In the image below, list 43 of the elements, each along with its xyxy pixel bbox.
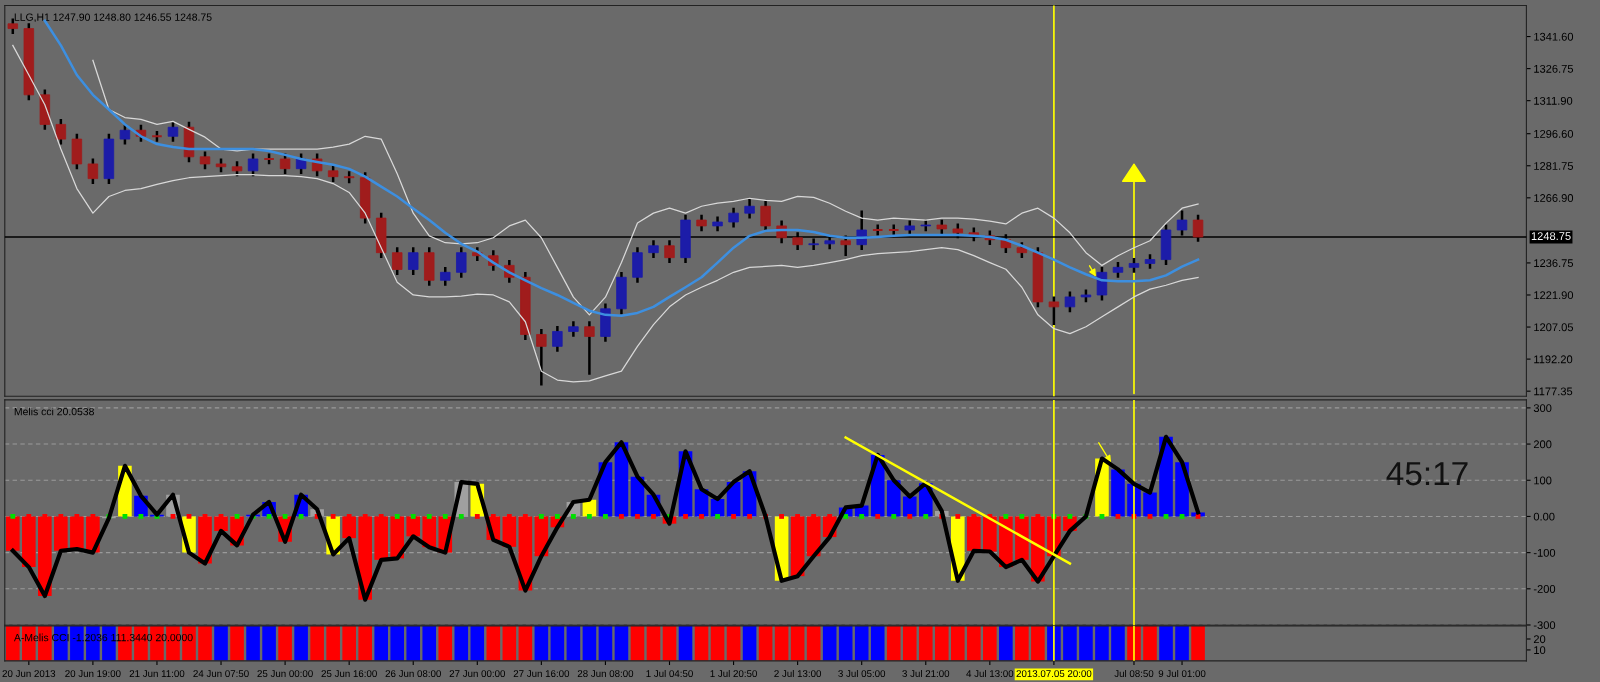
y-tick-label: -200 [1533,585,1556,593]
y-tick-label: 1177.35 [1534,387,1573,396]
y-tick-label: 200 [1533,440,1552,449]
annotation: 45:17 [1386,462,1468,486]
y-tick-label: 300 [1533,404,1552,413]
x-tick-label: 20 Jun 2013 [2,670,56,678]
x-tick-label: 27 Jun 16:00 [513,670,570,678]
y-tick-label: 1236.75 [1534,259,1574,268]
x-tick-label: 20 Jun 19:00 [65,670,121,678]
x-tick-label: 24 Jun 07:50 [193,670,249,678]
x-tick-label: 4 Jul 13:00 [966,669,1014,678]
x-tick-label: 3 Jul 21:00 [902,669,950,678]
text: Melis cci 20.0538 [14,407,94,416]
x-tick-label: 2013.07.05 20:00 [1016,670,1092,678]
x-tick-label: 2 Jul 13:00 [774,669,822,678]
x-tick-label: 1 Jul 20:50 [710,669,757,678]
y-tick-label: 1311.90 [1534,96,1573,105]
y-tick-label: 1296.60 [1534,129,1574,138]
x-tick-label: 25 Jun 00:00 [257,670,313,678]
y-tick-label: 1192.20 [1534,355,1573,364]
x-tick-label: 26 Jun 08:00 [385,670,441,678]
ref-line-label: 1248.75 [1531,232,1571,240]
x-tick-label: 21 Jun 11:00 [129,670,185,678]
y-tick-label: 1341.60 [1534,32,1574,41]
y-tick-label: 1266.90 [1534,194,1574,202]
y-tick-label: 1281.75 [1534,162,1574,170]
y-tick-label: 10 [1534,646,1546,655]
y-tick-label: 1207.05 [1534,323,1574,332]
y-tick-label: 0.00 [1533,512,1555,521]
x-tick-label: 3 Jul 05:00 [838,669,886,678]
x-tick-label: 25 Jun 16:00 [321,670,377,678]
x-tick-label: 9 Jul 01:00 [1158,669,1206,678]
y-tick-label: -100 [1533,548,1556,557]
text: LLG,H1 1247.90 1248.80 1246.55 1248.75 [14,13,212,23]
y-tick-label: 20 [1533,635,1546,644]
y-tick-label: -300 [1533,621,1556,630]
x-tick-label: 27 Jun 00:00 [449,670,506,678]
x-tick-label: Jul 08:50 [1114,669,1154,678]
y-tick-label: 1326.75 [1534,64,1574,73]
x-tick-label: 1 Jul 04:50 [646,669,693,678]
y-tick-label: 100 [1534,476,1552,485]
y-tick-label: 1221.90 [1534,291,1574,300]
x-tick-label: 28 Jun 08:00 [577,670,634,678]
